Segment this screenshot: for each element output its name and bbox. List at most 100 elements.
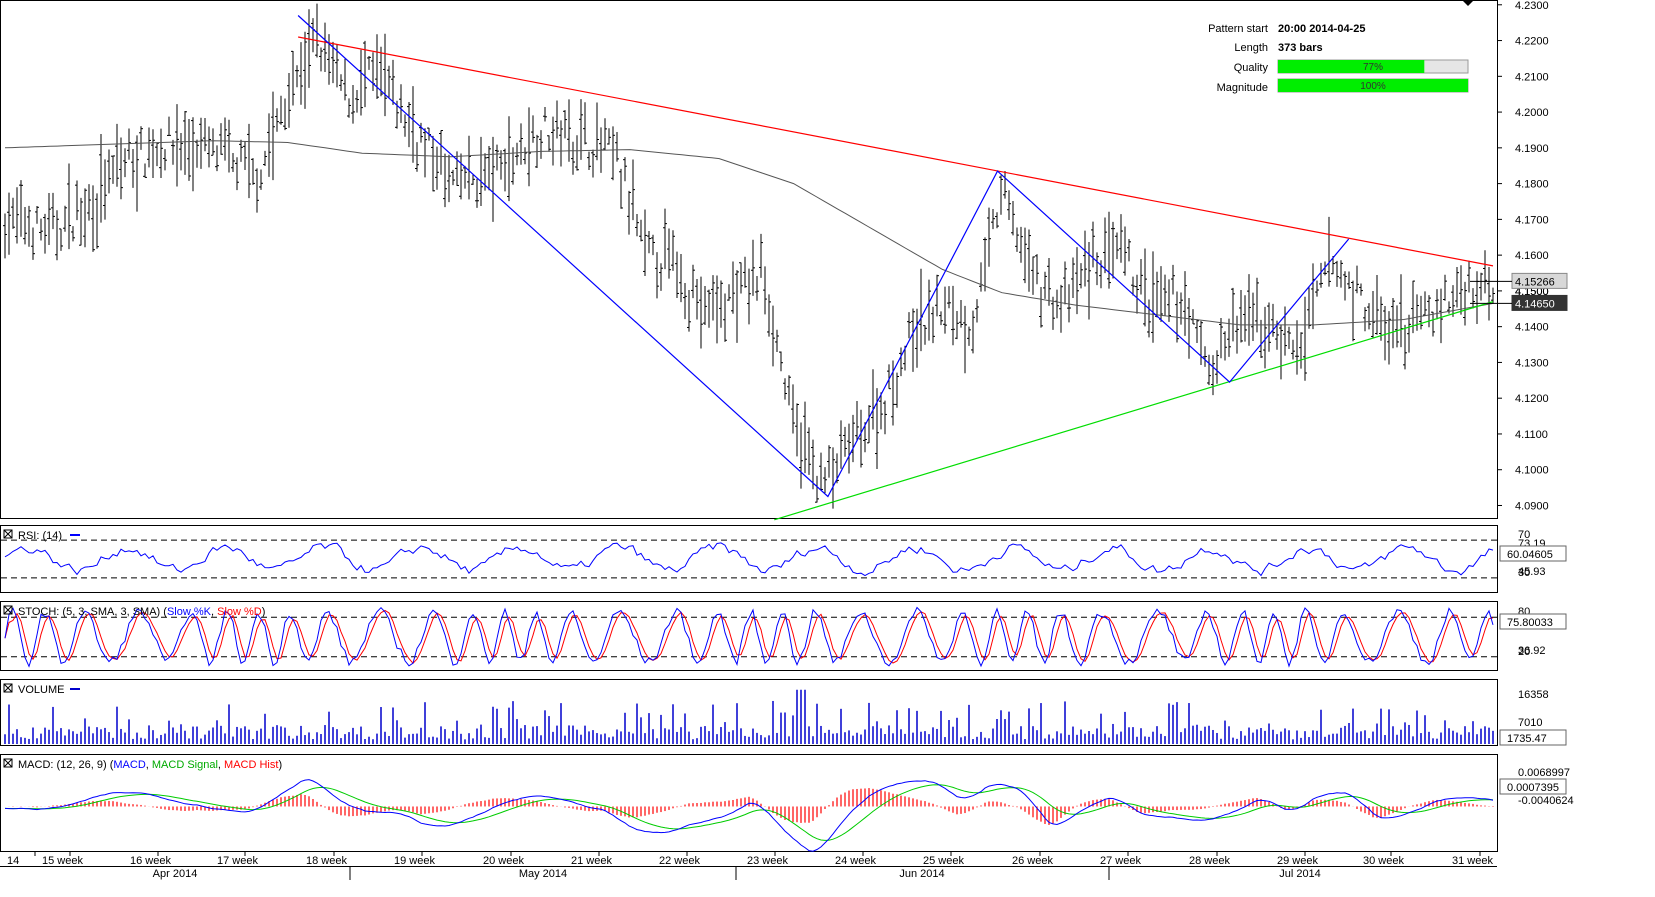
x-axis: 14 15 week 16 week 17 week 18 week 19 week 20 … (7, 852, 1493, 880)
magnitude-label: Magnitude (1217, 82, 1268, 94)
stoch-level-label-20: 20 (1518, 646, 1530, 658)
price-tick-label: 4.2000 (1515, 107, 1549, 119)
price-tick-label: 4.2300 (1515, 0, 1549, 12)
volume-current-value: 1735.47 (1507, 733, 1547, 745)
macd-title-text: MACD: (12, 26, 9) (18, 759, 107, 771)
macd-label-low: -0.0040624 (1518, 795, 1574, 807)
x-month-label: Apr 2014 (153, 868, 198, 880)
x-week-label: 18 week (306, 855, 347, 867)
price-tick-label: 4.1000 (1515, 465, 1549, 477)
price-axis: 4.2300 4.2200 4.2100 4.2000 4.1900 4.1800 4.17… (1470, 0, 1568, 512)
x-month-label: Jul 2014 (1279, 868, 1321, 880)
stoch-d-line (4, 609, 1494, 665)
x-week-label: 26 week (1012, 855, 1053, 867)
macd-hist-label: MACD Hist (224, 759, 278, 771)
stoch-k-label: Slow %K (167, 606, 212, 618)
moving-average-line (4, 140, 1494, 326)
price-tick-label: 4.1800 (1515, 179, 1549, 191)
x-week-label: 28 week (1189, 855, 1230, 867)
price-tick-label: 4.1500 (1515, 286, 1549, 298)
x-week-label: 25 week (923, 855, 964, 867)
pattern-start-value: 20:00 2014-04-25 (1278, 23, 1365, 35)
rsi-line (4, 542, 1494, 577)
support-line (774, 301, 1494, 521)
x-week-label: 30 week (1363, 855, 1404, 867)
price-tick-label: 4.1200 (1515, 393, 1549, 405)
stoch-panel: STOCH: (5, 3, SMA, 3, SMA) (Slow %K, Slo… (1, 605, 1567, 668)
resistance-line (298, 36, 1494, 267)
magnitude-text: 100% (1360, 81, 1386, 92)
volume-title: VOLUME (18, 684, 64, 696)
price-plot (3, 3, 1495, 521)
rsi-close-icon[interactable] (3, 529, 13, 539)
x-week-label: 15 week (42, 855, 83, 867)
macd-current-value-box (1499, 778, 1567, 795)
stoch-title: STOCH: (5, 3, SMA, 3, SMA) (Slow %K, Slo… (18, 606, 265, 618)
price-tick-label: 4.1100 (1515, 429, 1548, 441)
x-week-label: 31 week (1452, 855, 1493, 867)
x-month-label: Jun 2014 (899, 868, 944, 880)
x-month-label: May 2014 (519, 868, 567, 880)
stoch-k-line (4, 606, 1494, 668)
x-week-label: 23 week (747, 855, 788, 867)
x-week-label: 21 week (571, 855, 612, 867)
stoch-title-text: STOCH: (5, 3, SMA, 3, SMA) (18, 606, 160, 618)
stoch-close-icon[interactable] (3, 605, 13, 615)
macd-close-icon[interactable] (3, 758, 13, 768)
stoch-label-mid: 36.92 (1518, 645, 1546, 657)
volume-close-icon[interactable] (3, 683, 13, 693)
rsi-level-label-70: 70 (1518, 529, 1530, 541)
x-week-label: 17 week (217, 855, 258, 867)
macd-signal-line (4, 784, 1494, 841)
x-week-label: 24 week (835, 855, 876, 867)
rsi-label-low: 45.93 (1518, 566, 1546, 578)
length-value: 373 bars (1278, 42, 1323, 54)
pattern-start-label: Pattern start (1208, 23, 1268, 35)
volume-label-high: 16358 (1518, 689, 1549, 701)
price-tick-label: 4.1900 (1515, 143, 1549, 155)
x-week-label: 20 week (483, 855, 524, 867)
macd-label-high: 0.0068997 (1518, 767, 1570, 779)
price-tick-label: 4.1700 (1515, 214, 1549, 226)
volume-label-mid: 7010 (1518, 717, 1542, 729)
quality-text: 77% (1363, 62, 1383, 73)
macd-current-value: 0.0007395 (1507, 782, 1559, 794)
price-tick-label: 4.0900 (1515, 500, 1549, 512)
macd-panel: MACD: (12, 26, 9) (MACD, MACD Signal, MA… (3, 758, 1574, 852)
length-label: Length (1234, 42, 1268, 54)
rsi-title: RSI: (14) (18, 530, 62, 542)
x-week-label: 14 (7, 855, 19, 867)
x-week-label: 16 week (130, 855, 171, 867)
quality-bar-fill (1278, 60, 1425, 73)
ma-price-label: 4.14650 (1515, 298, 1555, 310)
stoch-current-value-box (1499, 613, 1567, 630)
pattern-info: Pattern start 20:00 2014-04-25 Length 37… (1208, 23, 1469, 94)
stoch-current-value: 75.80033 (1507, 617, 1553, 629)
zigzag-line (297, 15, 1350, 498)
stoch-d-label: Slow %D (217, 606, 262, 618)
rsi-level-label-30: 30 (1518, 567, 1530, 579)
magnitude-bar-fill (1278, 79, 1468, 92)
price-tick-label: 4.1300 (1515, 357, 1549, 369)
volume-current-value-box (1499, 729, 1567, 746)
macd-title: MACD: (12, 26, 9) (MACD, MACD Signal, MA… (18, 759, 282, 771)
panel-borders (0, 0, 1498, 867)
price-tick-label: 4.2200 (1515, 36, 1549, 48)
price-tick-label-hidden: 4.1500 (1515, 286, 1549, 298)
rsi-current-value: 60.04605 (1507, 549, 1553, 561)
macd-line-label: MACD (113, 759, 145, 771)
scroll-arrow-icon[interactable] (1462, 0, 1474, 6)
x-week-label: 19 week (394, 855, 435, 867)
x-week-label: 22 week (659, 855, 700, 867)
macd-signal-label: MACD Signal (152, 759, 218, 771)
price-tick-label: 4.1600 (1515, 250, 1549, 262)
x-week-label: 29 week (1277, 855, 1318, 867)
quality-label: Quality (1234, 62, 1269, 74)
x-week-label: 27 week (1100, 855, 1141, 867)
current-price-label: 4.15266 (1515, 276, 1555, 288)
macd-line (4, 779, 1494, 852)
volume-panel: VOLUME 16358 7010 1735.47 (3, 683, 1567, 746)
price-tick-label: 4.1400 (1515, 322, 1549, 334)
